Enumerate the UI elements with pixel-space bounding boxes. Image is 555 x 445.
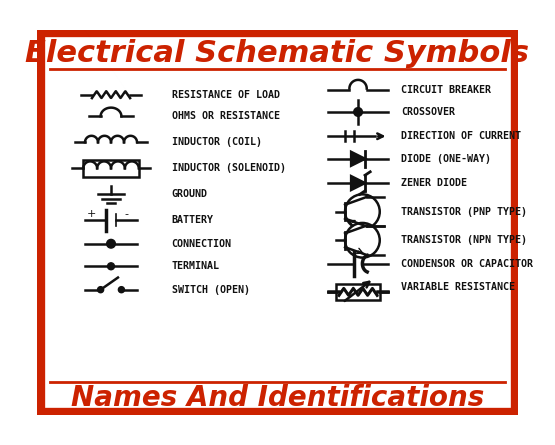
Text: CONDENSOR OR CAPACITOR: CONDENSOR OR CAPACITOR [401,259,533,269]
Text: DIODE (ONE-WAY): DIODE (ONE-WAY) [401,154,491,164]
Text: VARIABLE RESISTANCE: VARIABLE RESISTANCE [401,282,516,292]
FancyBboxPatch shape [41,33,515,412]
Circle shape [118,287,124,293]
Text: INDUCTOR (SOLENOID): INDUCTOR (SOLENOID) [171,163,286,173]
Polygon shape [351,152,365,166]
Text: TRANSISTOR (NPN TYPE): TRANSISTOR (NPN TYPE) [401,235,527,245]
FancyBboxPatch shape [83,160,139,177]
Text: SWITCH (OPEN): SWITCH (OPEN) [171,285,250,295]
Text: +: + [87,209,97,219]
Circle shape [354,108,362,116]
Circle shape [108,263,114,270]
Circle shape [345,194,380,229]
Text: BATTERY: BATTERY [171,215,214,225]
Text: CIRCUIT BREAKER: CIRCUIT BREAKER [401,85,491,95]
Text: TRANSISTOR (PNP TYPE): TRANSISTOR (PNP TYPE) [401,206,527,217]
Text: INDUCTOR (COIL): INDUCTOR (COIL) [171,138,262,147]
Text: CROSSOVER: CROSSOVER [401,107,456,117]
Circle shape [107,239,115,248]
Text: DIRECTION OF CURRENT: DIRECTION OF CURRENT [401,131,521,141]
Circle shape [345,223,380,258]
Text: GROUND: GROUND [171,189,208,199]
Text: RESISTANCE OF LOAD: RESISTANCE OF LOAD [171,89,280,100]
FancyBboxPatch shape [336,284,380,300]
Text: -: - [125,209,129,219]
Polygon shape [351,176,365,190]
Text: Electrical Schematic Symbols: Electrical Schematic Symbols [26,39,529,68]
Text: TERMINAL: TERMINAL [171,261,220,271]
Circle shape [98,287,104,293]
Text: OHMS OR RESISTANCE: OHMS OR RESISTANCE [171,111,280,121]
Text: Names And Identifications: Names And Identifications [71,384,484,412]
Text: ZENER DIODE: ZENER DIODE [401,178,467,188]
Text: CONNECTION: CONNECTION [171,239,231,249]
